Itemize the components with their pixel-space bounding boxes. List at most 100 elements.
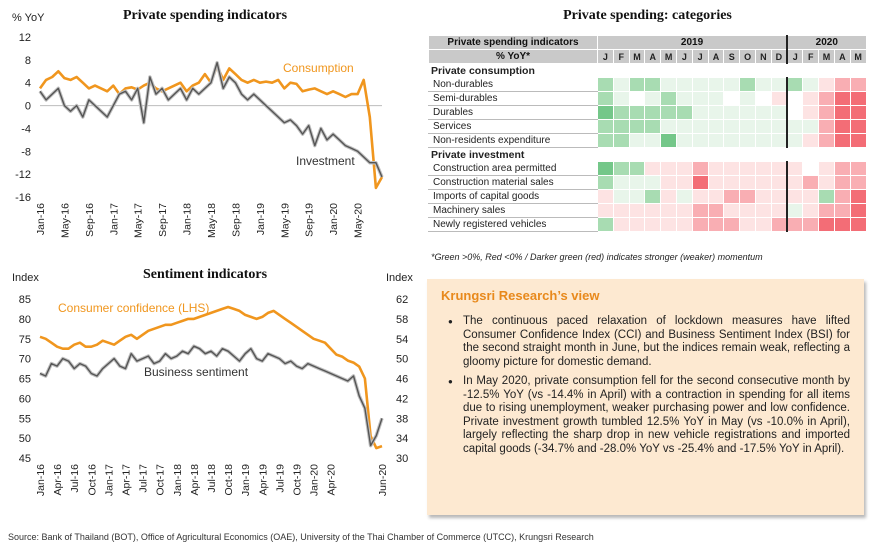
heatmap-cell <box>675 161 693 176</box>
chart2-ytick-left: 45 <box>19 453 31 465</box>
heatmap-cell <box>723 133 741 148</box>
heatmap-cell <box>849 161 867 176</box>
heatmap-cell <box>675 105 693 120</box>
chart2-ytick-right: 58 <box>396 314 408 326</box>
heatmap-cell <box>770 217 788 232</box>
heatmap-cell <box>754 189 772 204</box>
heatmap-cell <box>754 217 772 232</box>
heatmap-cell <box>675 189 693 204</box>
heatmap-cell <box>691 203 709 218</box>
chart2-xtick-label: Apr-17 <box>121 464 133 496</box>
heatmap-cell <box>770 119 788 134</box>
heatmap-cell <box>644 189 662 204</box>
heatmap-cell <box>612 91 630 106</box>
chart1-title: Private spending indicators <box>122 8 288 23</box>
heatmap-cell <box>802 133 820 148</box>
research-view-title: Krungsri Research’s view <box>441 288 600 303</box>
chart1-xtick-label: May-18 <box>206 203 218 238</box>
chart2-ytick-left: 60 <box>19 393 31 405</box>
chart2-xtick-label: Jun-20 <box>377 464 389 496</box>
heatmap-cell <box>754 105 772 120</box>
heatmap-cell <box>770 203 788 218</box>
heatmap-cell <box>849 105 867 120</box>
heatmap-cell <box>739 161 756 176</box>
heatmap-header-label: Private spending indicators <box>428 35 598 50</box>
chart1-xtick-label: May-16 <box>59 203 71 238</box>
heatmap-month-label: S <box>723 49 741 64</box>
chart2-xtick-label: Oct-16 <box>86 464 98 496</box>
consumer-confidence-line <box>39 305 383 450</box>
heatmap-cell <box>849 133 867 148</box>
heatmap-cell <box>754 119 772 134</box>
heatmap-cell <box>597 161 614 176</box>
heatmap-cell <box>723 175 741 190</box>
heatmap-month-label: D <box>770 49 788 64</box>
chart1-ytick-label: 0 <box>25 101 31 113</box>
heatmap-cell <box>723 105 741 120</box>
heatmap-cell <box>660 119 677 134</box>
heatmap-cell <box>723 119 741 134</box>
heatmap-cell <box>707 91 725 106</box>
heatmap-cell <box>675 119 693 134</box>
chart2-xtick-label: Oct-19 <box>292 464 304 496</box>
heatmap-cell <box>818 189 835 204</box>
heatmap-cell <box>770 105 788 120</box>
chart1-ytick-label: 12 <box>19 32 31 44</box>
heatmap-title: Private spending: categories <box>563 8 732 23</box>
chart1-xtick-label: Jan-20 <box>328 203 340 235</box>
heatmap-row-label: Non-durables <box>428 77 598 92</box>
consumer-confidence-label: Consumer confidence (LHS) <box>58 301 209 315</box>
heatmap-cell <box>833 105 851 120</box>
heatmap-cell <box>612 203 630 218</box>
chart1-xtick-label: Sep-16 <box>84 203 96 237</box>
business-sentiment-label: Business sentiment <box>144 365 249 379</box>
heatmap-cell <box>644 91 662 106</box>
heatmap-cell <box>739 175 756 190</box>
private-spending-chart: % YoY 12 8 4 0 -4 -8 -12 -16 Jan-16 May-16 Sep-16 Ja… <box>12 12 384 238</box>
heatmap-month-label: M <box>660 49 677 64</box>
chart2-xtick-label: Jan-19 <box>240 464 252 496</box>
heatmap-cell <box>739 133 756 148</box>
heatmap-cell <box>802 105 820 120</box>
chart1-ytick-label: -12 <box>15 169 31 181</box>
heatmap-cell <box>612 161 630 176</box>
heatmap-row-label: Newly registered vehicles <box>428 217 598 232</box>
heatmap-cell <box>786 105 804 120</box>
heatmap-cell <box>597 105 614 120</box>
heatmap-cell <box>723 91 741 106</box>
chart2-xtick-label: Jan-16 <box>35 464 47 496</box>
heatmap-cell <box>707 105 725 120</box>
heatmap-cell <box>849 189 867 204</box>
chart1-xtick-label: Sep-18 <box>230 203 242 237</box>
heatmap-cell <box>597 203 614 218</box>
heatmap-cell <box>833 91 851 106</box>
heatmap-cell <box>802 189 820 204</box>
heatmap-cell <box>739 217 756 232</box>
chart2-ytick-left: 55 <box>19 413 31 425</box>
chart1-xtick-label: May-20 <box>353 203 365 238</box>
chart2-title: Sentiment indicators <box>142 267 268 282</box>
heatmap-cell <box>707 217 725 232</box>
heatmap-cell <box>628 133 646 148</box>
heatmap-cell <box>723 161 741 176</box>
heatmap-cell <box>691 77 709 92</box>
heatmap-cell <box>660 91 677 106</box>
heatmap-cell <box>660 105 677 120</box>
heatmap-cell <box>802 161 820 176</box>
heatmap-cell <box>770 133 788 148</box>
heatmap-cell <box>644 77 662 92</box>
heatmap-cell <box>707 203 725 218</box>
heatmap-cell <box>691 175 709 190</box>
heatmap-row-label: Non-residents expenditure <box>428 133 598 148</box>
research-view-bullet: The continuous paced relaxation of lockd… <box>448 315 850 369</box>
heatmap-cell <box>818 133 835 148</box>
heatmap-month-label: A <box>833 49 851 64</box>
chart2-xtick-label: Jul-17 <box>138 464 150 493</box>
source-note: Source: Bank of Thailand (BOT), Office o… <box>8 532 594 542</box>
heatmap-cell <box>628 175 646 190</box>
heatmap-cell <box>660 133 677 148</box>
heatmap-cell <box>691 217 709 232</box>
heatmap-header-sublabel: % YoY* <box>428 49 598 64</box>
heatmap-cell <box>739 91 756 106</box>
heatmap-row-label: Services <box>428 119 598 134</box>
